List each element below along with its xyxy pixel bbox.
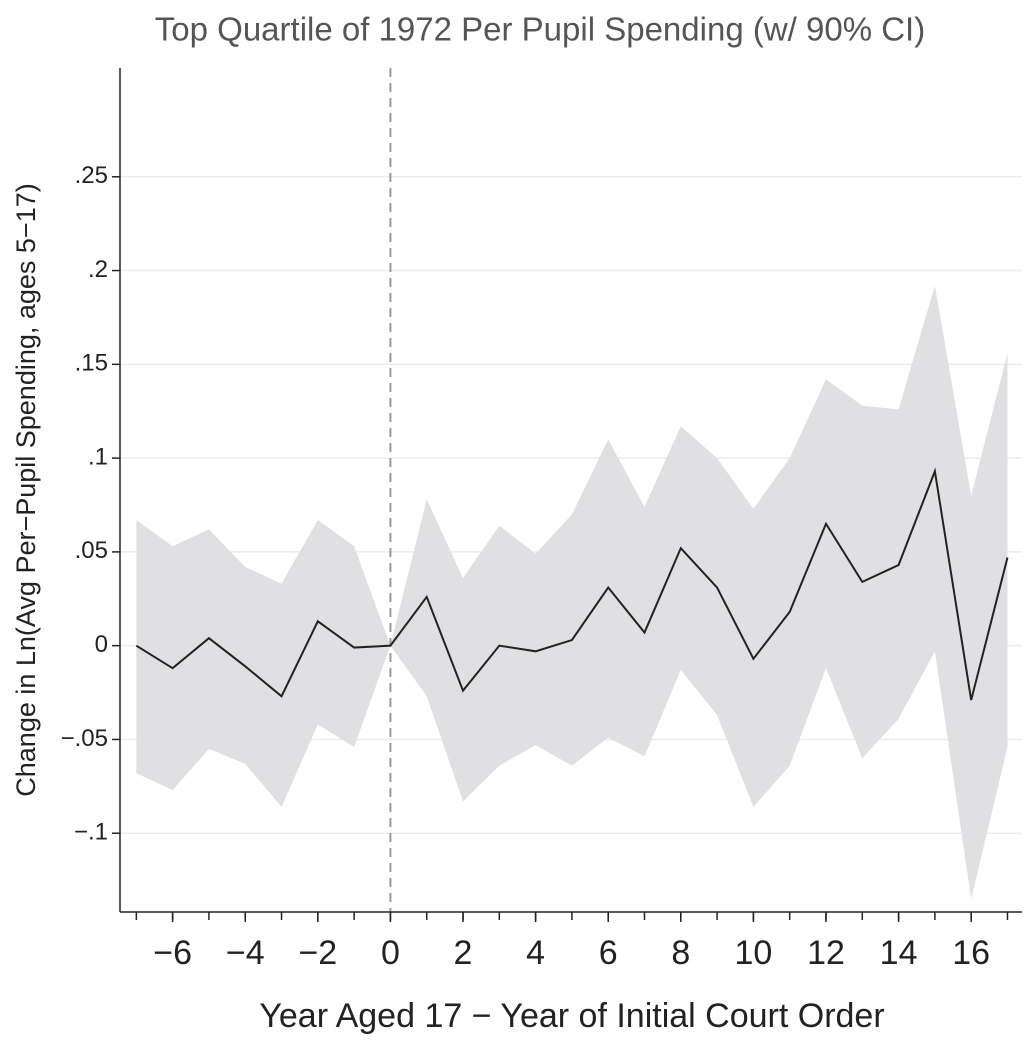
y-tick-label: −.1 <box>74 819 108 846</box>
x-tick-label: 8 <box>671 934 690 972</box>
x-tick-label: 16 <box>952 934 990 972</box>
y-tick-label: −.05 <box>61 725 108 752</box>
x-tick-label: −6 <box>153 934 192 972</box>
y-axis-label: Change in Ln(Avg Per−Pupil Spending, age… <box>11 183 41 796</box>
x-tick-label: 12 <box>807 934 845 972</box>
x-axis-label: Year Aged 17 − Year of Initial Court Ord… <box>259 997 884 1035</box>
ci-band <box>136 285 1008 899</box>
y-tick-label: .1 <box>88 443 108 470</box>
x-tick-label: 2 <box>454 934 473 972</box>
x-tick-label: 4 <box>526 934 545 972</box>
estimate-line <box>135 467 1009 701</box>
x-tick-label: −4 <box>226 934 265 972</box>
x-tick-label: 0 <box>381 934 400 972</box>
y-tick-label: .15 <box>75 350 108 377</box>
x-tick-label: 10 <box>734 934 772 972</box>
y-tick-label: .2 <box>88 256 108 283</box>
x-tick-label: 14 <box>880 934 918 972</box>
x-tick-label: 6 <box>599 934 618 972</box>
y-tick-label: .05 <box>75 537 108 564</box>
y-tick-label: 0 <box>95 631 108 658</box>
chart-title: Top Quartile of 1972 Per Pupil Spending … <box>155 11 925 48</box>
x-tick-label: −2 <box>298 934 337 972</box>
y-tick-label: .25 <box>75 162 108 189</box>
